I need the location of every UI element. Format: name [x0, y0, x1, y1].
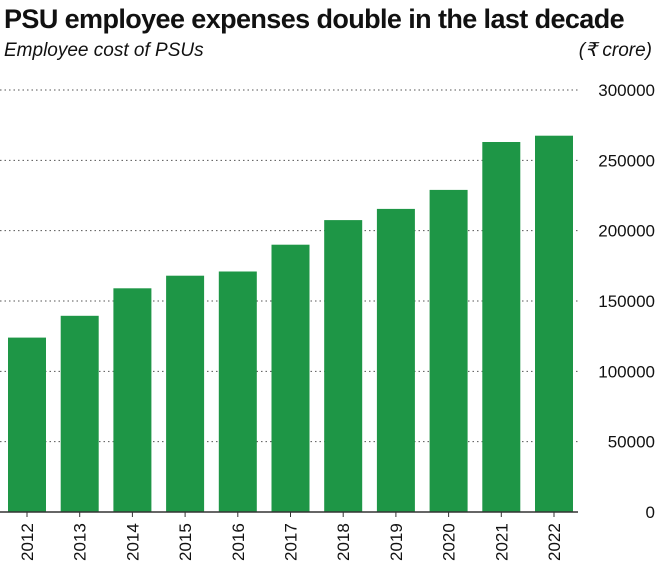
- bar-2022: [535, 135, 573, 512]
- axes: [0, 511, 578, 517]
- y-tick-label: 100000: [598, 362, 655, 381]
- x-tick-label: 2012: [18, 523, 37, 561]
- x-tick-label: 2020: [440, 523, 459, 561]
- bar-2021: [482, 142, 521, 512]
- y-tick-label: 250000: [598, 151, 655, 170]
- unit-label: (₹ crore): [578, 40, 652, 61]
- bar-2013: [60, 315, 99, 512]
- x-tick-label: 2017: [282, 523, 301, 561]
- y-tick-label: 300000: [598, 81, 655, 100]
- y-tick-label: 150000: [598, 292, 655, 311]
- chart-title: PSU employee expenses double in the last…: [4, 4, 625, 34]
- x-tick-label: 2015: [176, 523, 195, 561]
- y-tick-labels: 0 50000 100000 150000 200000 250000 300000: [598, 81, 655, 522]
- chart-subtitle: Employee cost of PSUs: [4, 40, 204, 61]
- y-tick-label: 0: [646, 503, 655, 522]
- x-tick-label: 2019: [387, 523, 406, 561]
- x-tick-label: 2013: [71, 523, 90, 561]
- y-tick-label: 200000: [598, 222, 655, 241]
- x-tick-label: 2016: [229, 523, 248, 561]
- bar-2015: [166, 275, 205, 512]
- bar-2020: [429, 189, 468, 512]
- bar-2012: [8, 337, 46, 512]
- x-tick-label: 2021: [492, 523, 511, 561]
- x-tick-label: 2018: [334, 523, 353, 561]
- x-tick-labels: 2012 2013 2014 2015 2016 2017 2018 2019 2020 2021…: [18, 523, 564, 561]
- bar-2017: [271, 244, 310, 512]
- bar-2019: [376, 208, 415, 512]
- bar-2014: [113, 288, 152, 512]
- x-tick-label: 2014: [123, 523, 142, 561]
- bars: [8, 135, 573, 512]
- y-tick-label: 50000: [608, 433, 655, 452]
- bar-2016: [218, 271, 257, 512]
- x-tick-label: 2022: [545, 523, 564, 561]
- bar-2018: [324, 220, 363, 512]
